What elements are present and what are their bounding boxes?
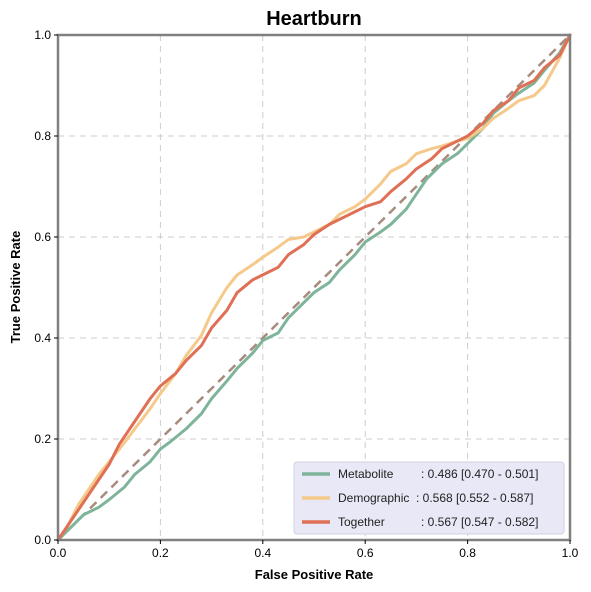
plot-frame — [56, 33, 572, 542]
x-tick-label: 1.0 — [562, 546, 579, 560]
y-tick-label: 0.8 — [34, 129, 51, 143]
y-tick-label: 0.2 — [34, 432, 51, 446]
x-axis-label: False Positive Rate — [255, 567, 374, 582]
legend-stats-demographic: : 0.568 [0.552 - 0.587] — [416, 491, 533, 505]
chart-title: Heartburn — [266, 8, 362, 30]
grid — [58, 35, 570, 540]
series-line-demographic — [56, 33, 572, 542]
legend-stats-together: : 0.567 [0.547 - 0.582] — [421, 515, 538, 529]
y-tick-label: 1.0 — [34, 28, 51, 42]
legend-stats-metabolite: : 0.486 [0.470 - 0.501] — [421, 467, 538, 481]
x-tick-label: 0.2 — [152, 546, 169, 560]
legend-label-demographic: Demographic — [338, 491, 409, 505]
y-axis-label: True Positive Rate — [8, 231, 23, 344]
series-line-together — [56, 33, 572, 542]
x-tick-label: 0.0 — [50, 546, 67, 560]
legend-label-metabolite: Metabolite — [338, 467, 394, 481]
series-lines — [56, 33, 572, 542]
axis-ticks: 0.0 0.2 0.4 0.6 0.8 1.0 0.0 0.2 0.4 0.6 0.8 1.0 — [34, 28, 578, 560]
y-tick-label: 0.4 — [34, 331, 51, 345]
legend-box — [293, 461, 565, 535]
y-tick-label: 0.0 — [34, 533, 51, 547]
legend-label-together: Together — [338, 515, 385, 529]
y-tick-label: 0.6 — [34, 230, 51, 244]
x-tick-label: 0.6 — [357, 546, 374, 560]
x-tick-label: 0.8 — [459, 546, 476, 560]
x-tick-label: 0.4 — [254, 546, 271, 560]
legend: Metabolite : 0.486 [0.470 - 0.501] Demogra… — [293, 461, 565, 535]
